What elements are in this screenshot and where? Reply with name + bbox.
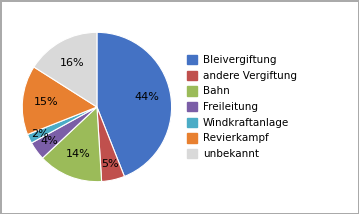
Legend: Bleivergiftung, andere Vergiftung, Bahn, Freileitung, Windkraftanlage, Revierkam: Bleivergiftung, andere Vergiftung, Bahn,… xyxy=(187,55,297,159)
Text: 5%: 5% xyxy=(101,159,118,169)
Wedge shape xyxy=(28,107,97,143)
Text: 4%: 4% xyxy=(41,136,59,146)
Text: 15%: 15% xyxy=(34,97,59,107)
Wedge shape xyxy=(32,107,97,158)
Wedge shape xyxy=(42,107,102,182)
Wedge shape xyxy=(97,32,172,176)
Wedge shape xyxy=(34,32,97,107)
Wedge shape xyxy=(97,107,125,181)
Text: 2%: 2% xyxy=(31,129,49,139)
Text: 44%: 44% xyxy=(134,92,159,103)
Text: 14%: 14% xyxy=(66,149,90,159)
Wedge shape xyxy=(22,67,97,134)
Text: 16%: 16% xyxy=(60,58,85,67)
